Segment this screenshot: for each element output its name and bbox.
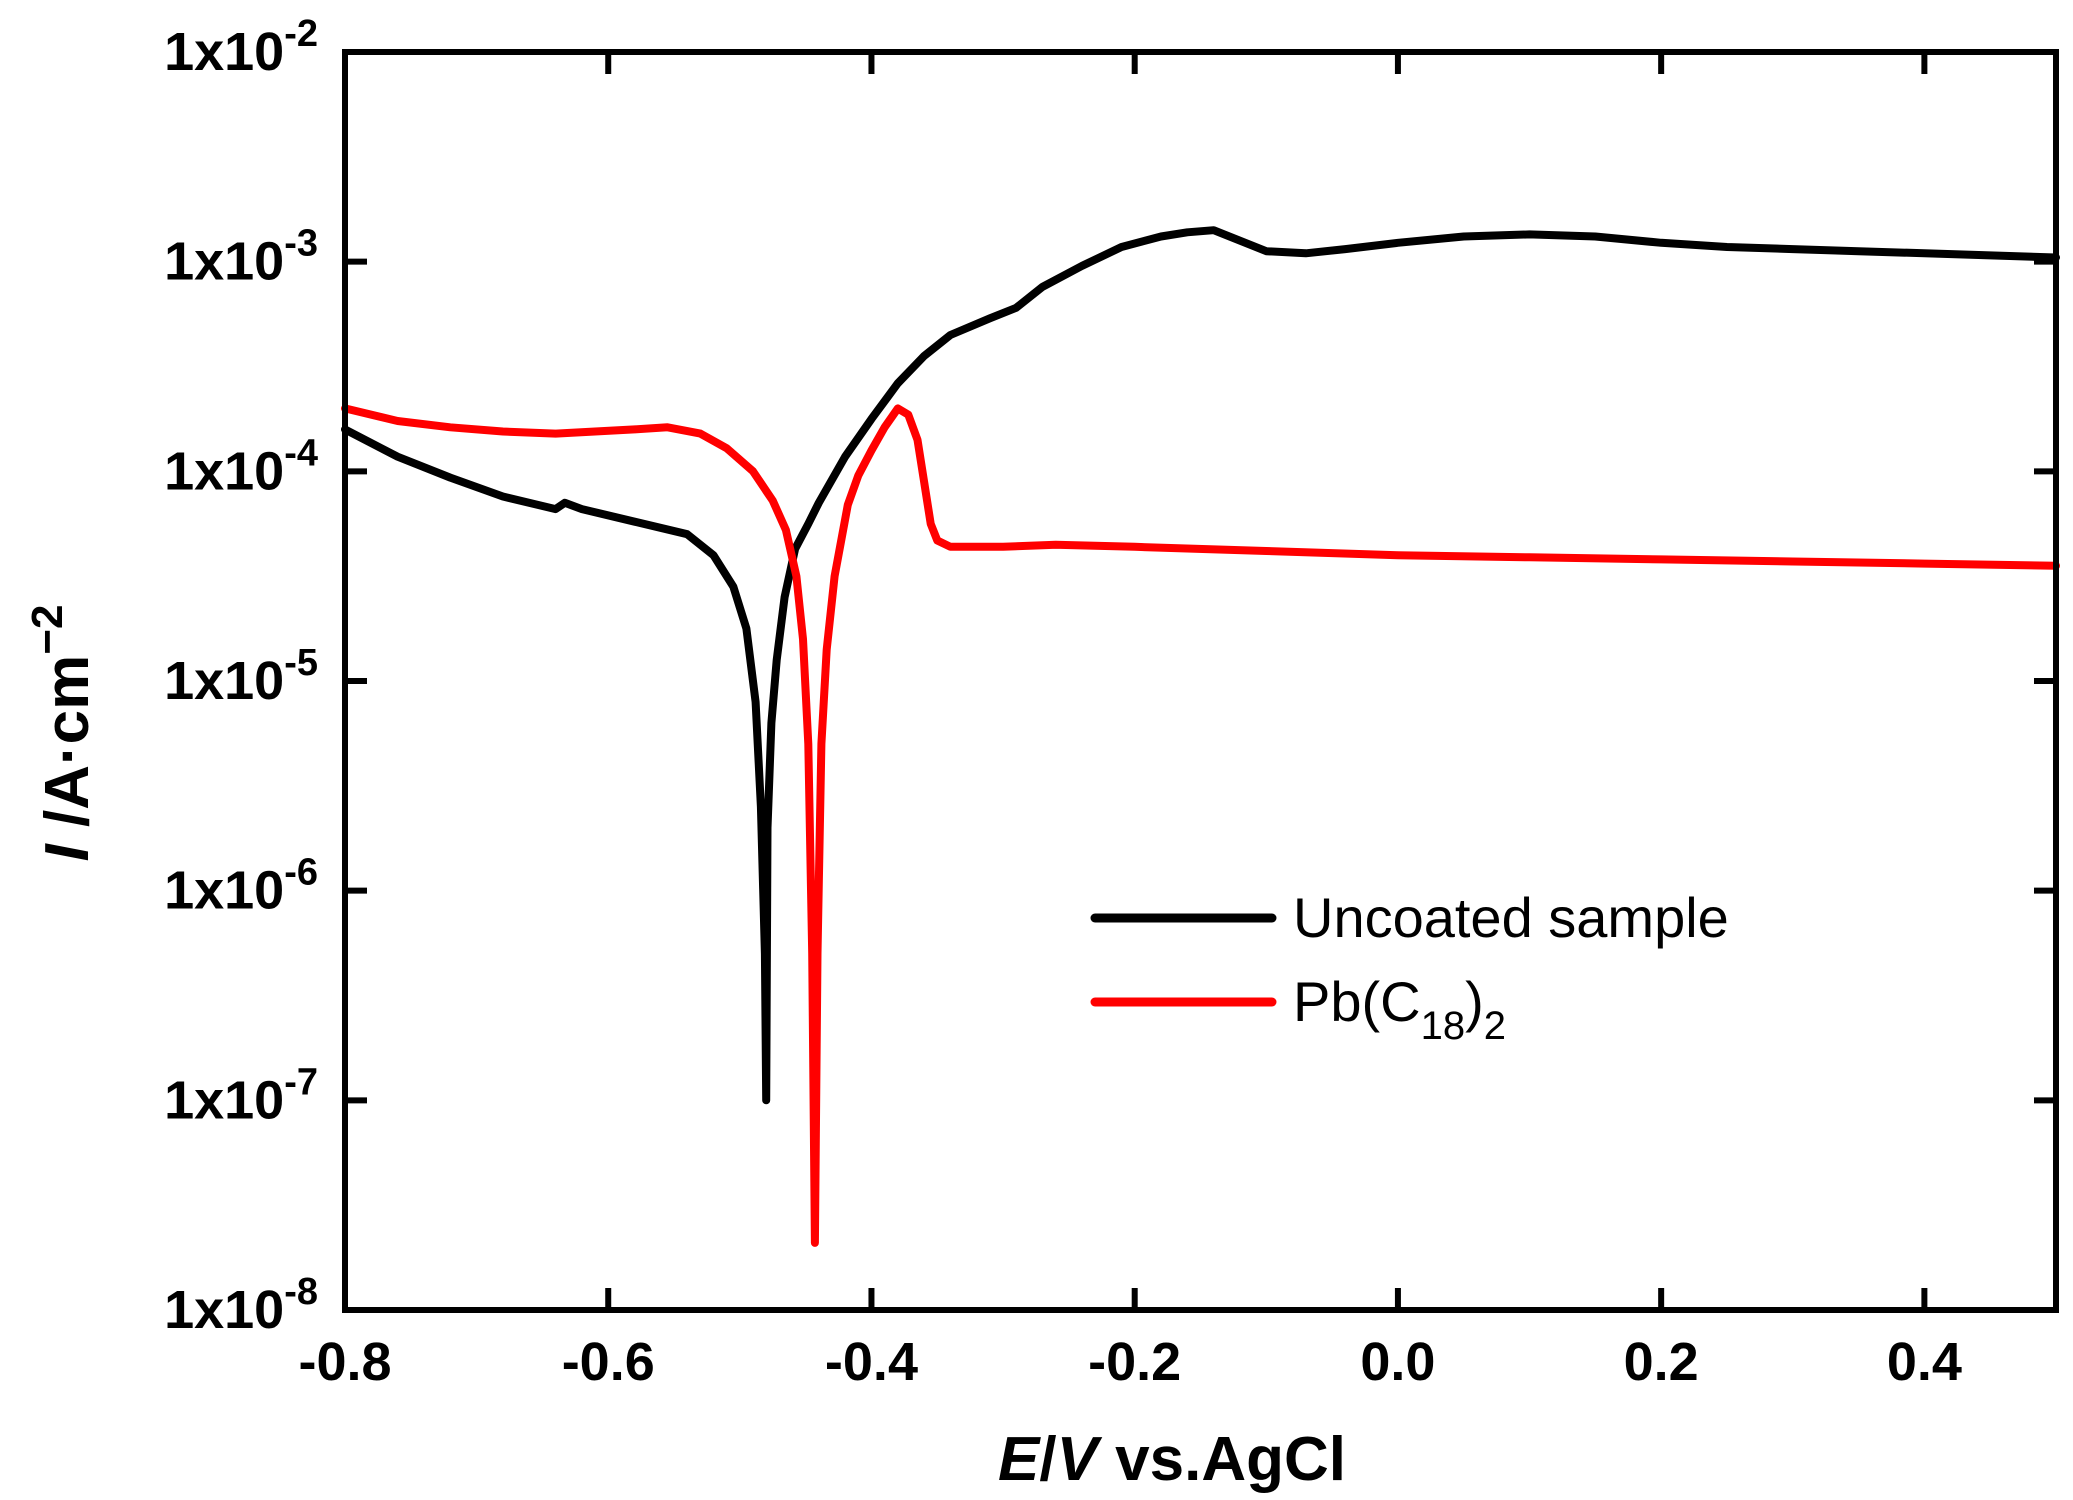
x-axis-title-var2: V [1057, 1425, 1103, 1494]
legend-label-pb-main: Pb(C [1293, 970, 1421, 1033]
series-line-1 [341, 404, 2060, 1247]
legend-label-uncoated: Uncoated sample [1293, 886, 1729, 949]
tick-labels-layer: -0.8 -0.6 -0.4 -0.2 0.0 0.2 0.4 1x10-8 1x10-7 1x1… [164, 13, 1962, 1392]
x-tick-label: 0.4 [1887, 1332, 1962, 1392]
x-tick-label: -0.6 [562, 1332, 655, 1392]
x-tick-label: -0.4 [825, 1332, 918, 1392]
y-tick-label: 1x10-8 [164, 1271, 318, 1340]
y-tick-label: 1x10-3 [164, 223, 318, 292]
x-axis-title-sep: / [1039, 1425, 1056, 1494]
y-tick-label: 1x10-7 [164, 1061, 318, 1130]
y-tick-label: 1x10-4 [164, 432, 318, 501]
x-axis-title: E/V vs.AgCl [998, 1425, 1346, 1494]
y-axis-title-rest: /A·cm [33, 655, 102, 844]
series-layer [341, 226, 2060, 1247]
ticks-layer [342, 49, 2056, 1313]
x-tick-label: 0.2 [1624, 1332, 1699, 1392]
y-tick-label: 1x10-2 [164, 13, 318, 82]
x-axis-title-rest: vs.AgCl [1098, 1425, 1346, 1494]
y-tick-label: 1x10-5 [164, 642, 318, 711]
legend-label-pb-mid: ) [1465, 970, 1484, 1033]
plot-frame [342, 49, 2059, 1313]
legend: Uncoated sample Pb(C18)2 [1090, 886, 1729, 1048]
y-axis-title: I /A·cm−2 [23, 605, 102, 862]
y-axis-title-var: I [33, 842, 102, 861]
y-axis-title-sup: −2 [23, 605, 72, 655]
x-tick-label: -0.2 [1088, 1332, 1181, 1392]
legend-label-pb-sub: 18 [1421, 1004, 1466, 1048]
x-tick-label: -0.8 [298, 1332, 391, 1392]
x-axis-title-var: E [998, 1425, 1041, 1494]
y-tick-label: 1x10-6 [164, 852, 318, 921]
legend-label-pb: Pb(C18)2 [1293, 970, 1506, 1048]
x-tick-label: 0.0 [1360, 1332, 1435, 1392]
legend-label-pb-sub2: 2 [1484, 1004, 1506, 1048]
series-line-0 [341, 226, 2060, 1105]
